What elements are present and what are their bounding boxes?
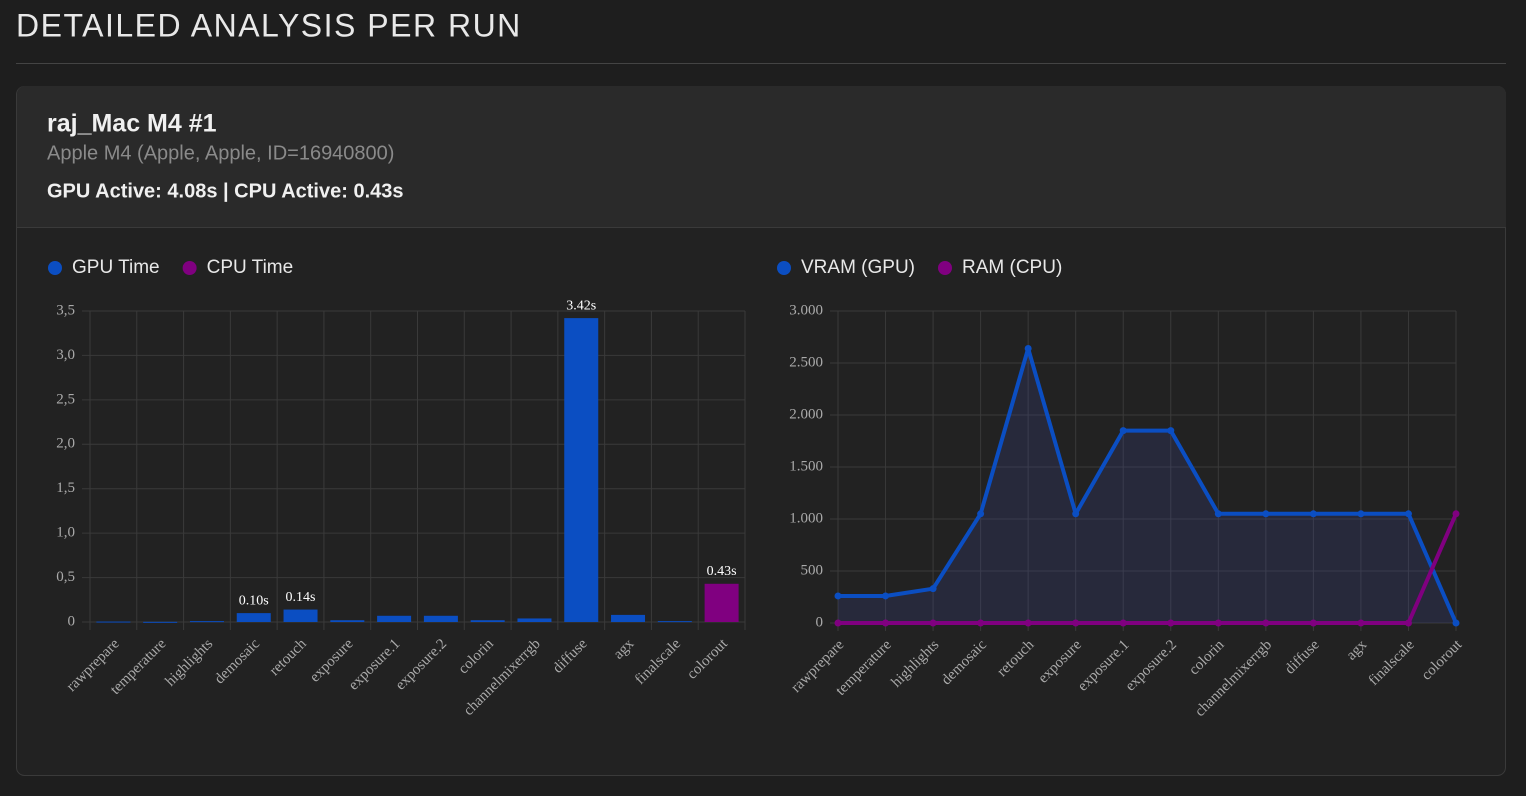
- bar: [657, 621, 692, 623]
- y-tick-label: 1,5: [56, 480, 75, 496]
- point: [929, 585, 937, 593]
- y-tick-label: 0: [816, 614, 824, 630]
- point: [929, 619, 937, 627]
- point: [1214, 510, 1222, 518]
- y-tick-label: 3,5: [56, 302, 75, 318]
- value-label: 3.42s: [566, 298, 596, 313]
- point: [834, 619, 842, 627]
- y-tick-label: 2.000: [789, 406, 823, 422]
- bar: [377, 615, 412, 622]
- run-name: raj_Mac M4 #1: [47, 110, 217, 138]
- legend-swatch: [938, 261, 952, 275]
- y-tick-label: 1,0: [56, 525, 75, 541]
- bar: [611, 614, 646, 622]
- y-tick-label: 0: [68, 613, 76, 629]
- bar: [517, 618, 552, 622]
- y-tick-label: 500: [801, 562, 824, 578]
- y-tick-label: 0,5: [56, 569, 75, 585]
- bar: [283, 609, 318, 622]
- point: [1262, 619, 1270, 627]
- point: [977, 619, 985, 627]
- point: [1452, 619, 1460, 627]
- y-tick-label: 3,0: [56, 347, 75, 363]
- point: [1024, 619, 1032, 627]
- card-header: [17, 86, 1506, 227]
- point: [882, 592, 890, 600]
- value-label: 0.14s: [286, 590, 316, 605]
- bar: [423, 615, 458, 622]
- point: [1357, 619, 1365, 627]
- y-tick-label: 3.000: [789, 302, 823, 318]
- y-tick-label: 1.000: [789, 510, 823, 526]
- device-info: Apple M4 (Apple, Apple, ID=16940800): [47, 142, 394, 164]
- point: [1309, 510, 1317, 518]
- point: [1119, 619, 1127, 627]
- point: [977, 510, 985, 518]
- point: [1404, 619, 1412, 627]
- y-tick-label: 2.500: [789, 354, 823, 370]
- line: [838, 346, 1458, 624]
- line: [838, 513, 1458, 625]
- bar: [189, 621, 224, 623]
- bar: [236, 613, 271, 622]
- legend-label: GPU Time: [72, 257, 160, 278]
- value-label: 0.10s: [239, 593, 269, 608]
- legend-label: RAM (CPU): [962, 257, 1062, 278]
- point: [882, 619, 890, 627]
- point: [1214, 619, 1222, 627]
- point: [1072, 510, 1080, 518]
- value-label: 0.43s: [707, 564, 737, 579]
- area: [838, 348, 1456, 623]
- bar: [143, 621, 178, 623]
- bar: [704, 583, 739, 622]
- point: [1119, 427, 1127, 435]
- y-tick-label: 2,5: [56, 391, 75, 407]
- bar: [564, 318, 599, 622]
- point: [1309, 619, 1317, 627]
- legend-label: CPU Time: [207, 257, 294, 278]
- point: [1167, 427, 1175, 435]
- active-stats: GPU Active: 4.08s | CPU Active: 0.43s: [47, 180, 404, 202]
- legend-label: VRAM (GPU): [801, 257, 915, 278]
- legend-swatch: [777, 261, 791, 275]
- point: [1404, 510, 1412, 518]
- bar: [470, 620, 505, 622]
- point: [1452, 510, 1460, 518]
- y-tick-label: 1.500: [789, 458, 823, 474]
- legend-swatch: [48, 261, 62, 275]
- legend-swatch: [182, 261, 197, 275]
- bar: [330, 620, 365, 622]
- point: [1024, 344, 1032, 352]
- point: [1167, 619, 1175, 627]
- point: [1262, 510, 1270, 518]
- y-tick-label: 2,0: [56, 436, 75, 452]
- point: [834, 592, 842, 600]
- page-title: DETAILED ANALYSIS PER RUN: [16, 7, 522, 43]
- bar: [96, 621, 131, 623]
- point: [1072, 619, 1080, 627]
- point: [1357, 510, 1365, 518]
